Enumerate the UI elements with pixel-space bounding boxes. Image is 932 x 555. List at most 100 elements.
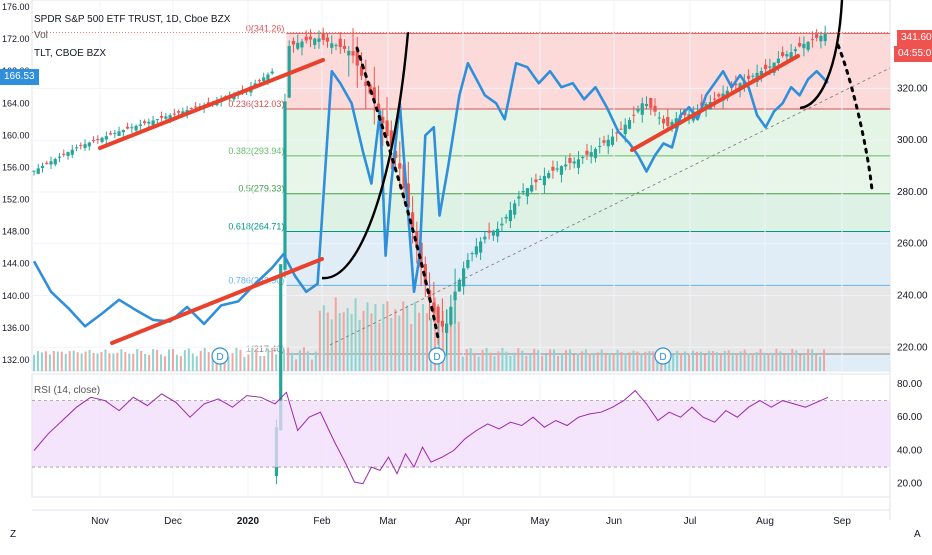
left-axis-tick: 132.00: [2, 355, 30, 365]
candle-body: [160, 116, 164, 118]
volume-bar: [771, 352, 774, 371]
volume-bar: [636, 351, 639, 371]
volume-bar: [759, 349, 762, 371]
candle-body: [296, 42, 300, 49]
spy-price-badge: 341.60: [897, 30, 932, 46]
volume-bar: [295, 359, 298, 371]
volume-bar: [148, 354, 151, 371]
volume-bar: [513, 352, 516, 371]
volume-bar: [33, 355, 35, 371]
candle-body: [666, 116, 670, 126]
volume-bar: [711, 351, 714, 371]
candle-body: [496, 228, 500, 237]
candle-body: [530, 185, 534, 192]
volume-bar: [537, 350, 540, 371]
candle-body: [619, 128, 623, 130]
candle-body: [610, 136, 615, 145]
candle-body: [53, 159, 57, 165]
volume-bar: [632, 350, 635, 371]
volume-bar: [314, 351, 317, 371]
candle-body: [317, 38, 321, 42]
candle-body: [444, 323, 449, 333]
fib-level-label: 0.5(279.33): [238, 184, 284, 194]
volume-bar: [350, 313, 353, 371]
volume-bar: [187, 348, 190, 371]
candle-body: [636, 109, 640, 112]
volume-bar: [819, 356, 822, 371]
candle-body: [525, 188, 530, 197]
volume-bar: [108, 353, 111, 371]
candle-body: [581, 157, 585, 159]
volume-bar: [481, 350, 484, 371]
volume-bar: [100, 352, 103, 371]
volume-bar: [326, 312, 329, 371]
candle-body: [695, 108, 700, 110]
volume-bar: [620, 352, 623, 371]
candle-body: [538, 179, 542, 181]
volume-bar: [624, 353, 627, 371]
candle-body: [172, 113, 176, 115]
volume-bar: [92, 352, 95, 371]
candle-body: [712, 98, 717, 100]
auto-scale-icon[interactable]: A: [914, 529, 921, 540]
volume-bar: [596, 352, 599, 371]
volume-bar: [608, 353, 611, 371]
volume-bar: [561, 353, 564, 371]
volume-bar: [382, 303, 385, 371]
volume-bar: [88, 350, 91, 371]
candle-body: [661, 118, 666, 124]
candle-body: [151, 120, 155, 125]
candle-body: [155, 119, 159, 121]
volume-bar: [477, 356, 480, 371]
candle-body: [36, 168, 40, 174]
volume-bar: [291, 352, 294, 371]
x-axis-tick: Jun: [606, 516, 622, 527]
volume-bar: [362, 310, 365, 371]
candle-body: [759, 70, 763, 75]
candle-body: [483, 236, 487, 240]
volume-bar: [203, 347, 206, 371]
candle-body: [262, 77, 266, 82]
candle-body: [330, 43, 334, 48]
rsi-legend-label: RSI (14, close): [34, 385, 101, 396]
candle-body: [798, 42, 802, 47]
candle-body: [462, 268, 466, 287]
volume-bar: [465, 349, 468, 371]
volume-bar: [541, 355, 544, 371]
volume-bar: [271, 347, 274, 371]
candle-body: [551, 166, 555, 171]
x-axis-tick: Apr: [455, 516, 471, 527]
volume-bar: [207, 352, 210, 371]
candle-body: [113, 132, 117, 134]
volume-bar: [521, 350, 524, 371]
candle-body: [206, 102, 210, 104]
candle-body: [313, 38, 317, 45]
volume-bar: [195, 356, 198, 371]
candle-body: [819, 35, 823, 42]
candle-body: [508, 210, 512, 222]
candle-body: [687, 114, 691, 117]
rsi-axis-tick: 20.00: [897, 479, 922, 490]
candle-body: [810, 39, 815, 41]
candle-body: [555, 168, 559, 170]
candle-body: [91, 140, 96, 142]
volume-bar: [497, 351, 500, 371]
volume-bar: [672, 354, 675, 371]
candle-body: [615, 132, 619, 134]
volume-bar: [731, 352, 734, 371]
volume-bar: [703, 354, 706, 371]
trendline: [630, 54, 800, 152]
fib-level-label: 1(217.40): [246, 344, 285, 354]
volume-bar: [453, 298, 456, 371]
timezone-icon[interactable]: Z: [10, 529, 17, 540]
candle-body: [189, 107, 193, 109]
candle-body: [623, 124, 627, 135]
candle-body: [325, 37, 330, 42]
candle-body: [62, 153, 66, 155]
volume-bar: [354, 298, 357, 371]
right-axis-tick: 260.00: [897, 239, 928, 250]
volume-bar: [318, 310, 321, 371]
candle-body: [806, 41, 810, 50]
candle-body: [564, 164, 568, 167]
